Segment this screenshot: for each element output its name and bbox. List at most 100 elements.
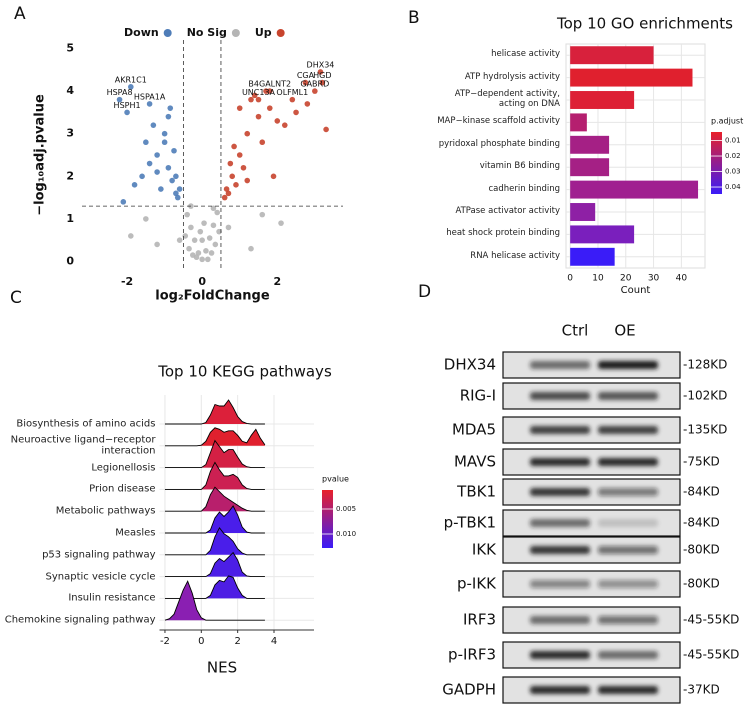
point [281, 122, 288, 128]
pathway-label: Measles [115, 527, 156, 539]
x-tick-label: -2 [160, 636, 170, 647]
ridge-line [164, 551, 265, 578]
band [530, 392, 590, 400]
y-tick-label: 5 [66, 42, 74, 55]
category-label: ATPase activator activity [455, 206, 560, 217]
point [199, 237, 205, 243]
band [598, 458, 658, 466]
pathway-label: Legionellosis [91, 461, 156, 473]
band [598, 580, 658, 588]
point [255, 96, 262, 103]
protein-label: DHX34 [444, 356, 496, 374]
protein-label: p-IRF3 [448, 646, 496, 664]
point [208, 250, 215, 256]
point [150, 122, 157, 128]
point [225, 190, 232, 197]
x-tick-label: 40 [676, 274, 688, 284]
point [236, 152, 243, 158]
point [214, 209, 220, 216]
category-label: RNA helicase activity [470, 250, 560, 261]
point [259, 211, 266, 218]
size-label: -37KD [683, 683, 720, 697]
gene-label: GABRD [300, 80, 329, 89]
pathway-label: Prion disease [89, 483, 156, 495]
gene-label: HSPA1A [134, 92, 166, 101]
bar [570, 113, 587, 132]
point [319, 79, 326, 86]
ridge-line [164, 427, 266, 447]
y-tick-label: 4 [66, 84, 74, 97]
point [278, 220, 284, 226]
protein-label: IKK [472, 541, 497, 559]
point [120, 199, 127, 205]
ridge-line [164, 580, 265, 621]
chart-title: Top 10 GO enrichments [556, 15, 733, 33]
gene-label: B4GALNT2 [248, 80, 291, 89]
category-label: cadherin binding [488, 183, 560, 194]
x-tick-label: -2 [121, 275, 133, 288]
point [182, 233, 189, 239]
point [188, 224, 194, 231]
size-label: -135KD [683, 423, 727, 437]
band [530, 426, 590, 434]
point [240, 164, 247, 171]
point [236, 105, 243, 111]
ridge-fill [164, 575, 265, 599]
pathway-label: Biosynthesis of amino acids [16, 418, 156, 430]
size-label: -84KD [683, 516, 720, 530]
band [598, 616, 658, 624]
protein-label: GADPH [442, 681, 496, 699]
point [248, 96, 254, 103]
protein-label: p-TBK1 [444, 514, 496, 532]
panel-label: A [14, 4, 26, 24]
point [154, 241, 160, 248]
point [304, 101, 311, 107]
gene-label: UNC13A [242, 88, 276, 97]
point [174, 194, 181, 201]
pathway-label: Neuroactive ligand−receptor interaction [10, 434, 156, 457]
x-tick-label: 10 [592, 274, 604, 284]
band [530, 458, 590, 466]
x-tick-label: 0 [198, 275, 206, 288]
band [598, 519, 658, 527]
gene-label: HSPA8 [107, 88, 133, 97]
point [131, 182, 138, 188]
colorbar-title: p.adjust [711, 117, 743, 126]
legend-label: No Sig [187, 26, 227, 39]
ridge-fill [164, 581, 265, 621]
point [210, 205, 217, 212]
bar [570, 46, 654, 65]
ridge-fill [164, 427, 265, 446]
point [216, 228, 222, 235]
point [229, 173, 236, 180]
band [598, 686, 658, 694]
point [203, 248, 209, 254]
bar [570, 68, 693, 87]
point [312, 88, 318, 94]
lane-label: Ctrl [562, 322, 589, 340]
point [154, 169, 160, 175]
chart-title: Top 10 KEGG pathways [157, 363, 332, 381]
colorbar-tick-label: 0.010 [336, 530, 356, 538]
point [128, 233, 134, 239]
legend-label: Up [255, 26, 272, 39]
band [598, 361, 658, 369]
point [143, 139, 149, 146]
point [233, 182, 239, 188]
bar [570, 203, 596, 221]
point [167, 105, 174, 111]
panel-label: B [408, 8, 420, 28]
panel-label: C [10, 288, 22, 308]
protein-label: MAVS [454, 453, 496, 471]
point [161, 139, 168, 146]
point [251, 92, 258, 99]
ridge-line [164, 486, 265, 512]
ridge-fill [164, 487, 265, 512]
colorbar-tick-label: 0.03 [725, 168, 741, 176]
size-label: -102KD [683, 389, 727, 403]
point [212, 241, 219, 248]
category-label: ATP hydrolysis activity [464, 71, 560, 82]
pathway-label: Chemokine signaling pathway [4, 614, 156, 626]
band [530, 580, 590, 588]
gene-label: AKR1C1 [115, 75, 147, 84]
